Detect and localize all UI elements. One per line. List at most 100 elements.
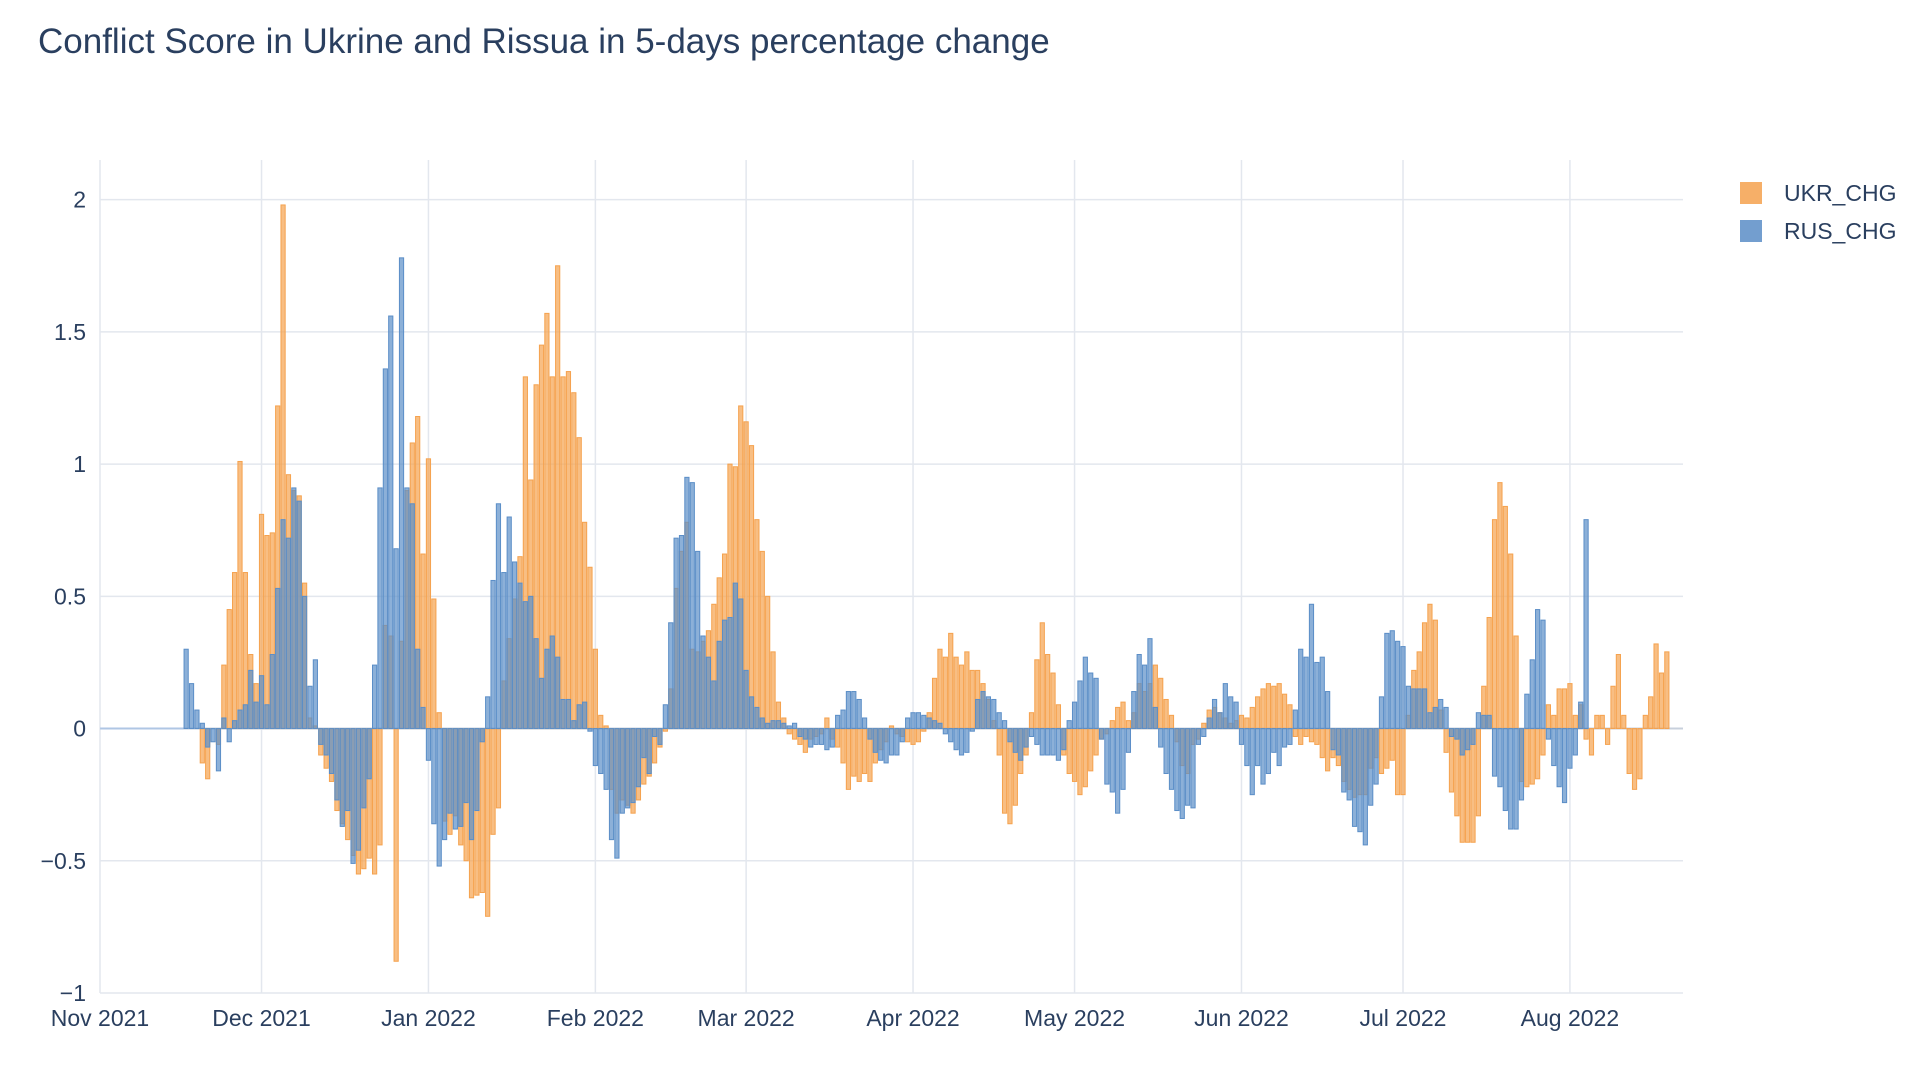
bar-ukr-chg[interactable]: [1551, 714, 1557, 730]
bar-rus-chg[interactable]: [361, 728, 367, 809]
bar-ukr-chg[interactable]: [1513, 635, 1519, 730]
bar-rus-chg[interactable]: [571, 720, 577, 730]
bar-ukr-chg[interactable]: [1605, 728, 1611, 745]
bar-rus-chg[interactable]: [748, 696, 755, 730]
bar-ukr-chg[interactable]: [377, 728, 383, 846]
bar-rus-chg[interactable]: [657, 728, 663, 745]
bar-rus-chg[interactable]: [1163, 728, 1169, 775]
bar-rus-chg[interactable]: [345, 728, 351, 812]
bar-ukr-chg[interactable]: [937, 648, 943, 730]
bar-rus-chg[interactable]: [409, 503, 415, 730]
bar-rus-chg[interactable]: [1131, 691, 1137, 730]
bar-rus-chg[interactable]: [953, 728, 959, 751]
bar-ukr-chg[interactable]: [765, 595, 771, 730]
bar-ukr-chg[interactable]: [748, 445, 755, 730]
bar-rus-chg[interactable]: [942, 728, 948, 735]
bar-ukr-chg[interactable]: [1648, 696, 1654, 730]
bar-rus-chg[interactable]: [754, 706, 760, 730]
bar-ukr-chg[interactable]: [1572, 714, 1578, 730]
bar-rus-chg[interactable]: [1265, 728, 1272, 775]
bar-rus-chg[interactable]: [1007, 728, 1013, 743]
bar-rus-chg[interactable]: [468, 728, 475, 841]
bar-rus-chg[interactable]: [899, 728, 905, 743]
bar-rus-chg[interactable]: [1061, 728, 1067, 751]
bar-rus-chg[interactable]: [991, 698, 997, 730]
bar-rus-chg[interactable]: [1427, 712, 1433, 730]
bar-rus-chg[interactable]: [775, 720, 782, 730]
bar-rus-chg[interactable]: [302, 595, 308, 730]
bar-rus-chg[interactable]: [711, 680, 717, 730]
bar-rus-chg[interactable]: [1556, 728, 1562, 788]
bar-rus-chg[interactable]: [205, 728, 211, 748]
bar-rus-chg[interactable]: [565, 698, 572, 730]
bar-rus-chg[interactable]: [425, 728, 432, 761]
bar-rus-chg[interactable]: [291, 487, 297, 730]
bar-ukr-chg[interactable]: [1168, 714, 1175, 730]
bar-rus-chg[interactable]: [1325, 691, 1331, 730]
bar-ukr-chg[interactable]: [490, 728, 496, 835]
bar-rus-chg[interactable]: [388, 315, 394, 730]
bar-ukr-chg[interactable]: [1497, 482, 1503, 730]
bar-rus-chg[interactable]: [1238, 728, 1245, 745]
bar-rus-chg[interactable]: [678, 535, 685, 730]
bar-rus-chg[interactable]: [280, 519, 286, 730]
bar-rus-chg[interactable]: [463, 728, 469, 804]
bar-rus-chg[interactable]: [1298, 648, 1304, 730]
bar-rus-chg[interactable]: [485, 696, 491, 730]
bar-rus-chg[interactable]: [1486, 714, 1492, 730]
bar-rus-chg[interactable]: [587, 728, 593, 732]
bar-ukr-chg[interactable]: [851, 728, 857, 777]
bar-rus-chg[interactable]: [619, 728, 625, 814]
bar-rus-chg[interactable]: [878, 728, 884, 761]
bar-ukr-chg[interactable]: [969, 669, 975, 730]
bar-ukr-chg[interactable]: [1642, 714, 1648, 730]
bar-rus-chg[interactable]: [625, 728, 631, 809]
bar-ukr-chg[interactable]: [1637, 728, 1643, 780]
bar-rus-chg[interactable]: [431, 728, 437, 825]
legend-item-ukr[interactable]: UKR_CHG: [1740, 174, 1896, 212]
bar-rus-chg[interactable]: [210, 728, 216, 743]
bar-ukr-chg[interactable]: [1626, 728, 1632, 775]
bar-ukr-chg[interactable]: [1007, 728, 1013, 825]
bar-rus-chg[interactable]: [1255, 728, 1261, 767]
bar-ukr-chg[interactable]: [953, 656, 959, 730]
bar-ukr-chg[interactable]: [1427, 603, 1433, 730]
bar-rus-chg[interactable]: [808, 728, 814, 748]
bar-ukr-chg[interactable]: [1077, 728, 1083, 796]
bar-ukr-chg[interactable]: [1071, 728, 1078, 782]
bar-rus-chg[interactable]: [1104, 728, 1110, 785]
bar-ukr-chg[interactable]: [770, 651, 776, 730]
bar-rus-chg[interactable]: [845, 691, 852, 730]
bar-rus-chg[interactable]: [1341, 728, 1347, 793]
bar-rus-chg[interactable]: [996, 712, 1002, 730]
bar-ukr-chg[interactable]: [436, 712, 442, 730]
bar-rus-chg[interactable]: [802, 728, 808, 740]
bar-rus-chg[interactable]: [555, 656, 561, 730]
bar-rus-chg[interactable]: [1567, 728, 1573, 769]
bar-rus-chg[interactable]: [1018, 728, 1024, 761]
bar-rus-chg[interactable]: [1012, 728, 1018, 753]
bar-ukr-chg[interactable]: [1486, 616, 1492, 730]
bar-rus-chg[interactable]: [592, 728, 598, 767]
bar-rus-chg[interactable]: [581, 701, 588, 730]
bar-ukr-chg[interactable]: [1093, 728, 1099, 756]
bar-rus-chg[interactable]: [334, 728, 340, 801]
bar-rus-chg[interactable]: [662, 704, 668, 730]
bar-rus-chg[interactable]: [931, 720, 938, 730]
bar-ukr-chg[interactable]: [1298, 728, 1304, 745]
bar-ukr-chg[interactable]: [1055, 704, 1062, 730]
bar-rus-chg[interactable]: [318, 728, 324, 745]
bar-rus-chg[interactable]: [1389, 630, 1395, 730]
bar-rus-chg[interactable]: [1508, 728, 1514, 830]
bar-ukr-chg[interactable]: [1082, 728, 1088, 788]
bar-rus-chg[interactable]: [1287, 728, 1293, 745]
bar-rus-chg[interactable]: [1443, 706, 1449, 730]
bar-rus-chg[interactable]: [560, 698, 566, 730]
bar-rus-chg[interactable]: [1023, 728, 1029, 748]
bar-rus-chg[interactable]: [296, 500, 302, 730]
bar-rus-chg[interactable]: [522, 601, 528, 730]
bar-rus-chg[interactable]: [393, 548, 399, 730]
bar-rus-chg[interactable]: [1578, 701, 1584, 730]
bar-rus-chg[interactable]: [1395, 640, 1401, 730]
bar-rus-chg[interactable]: [646, 728, 652, 775]
